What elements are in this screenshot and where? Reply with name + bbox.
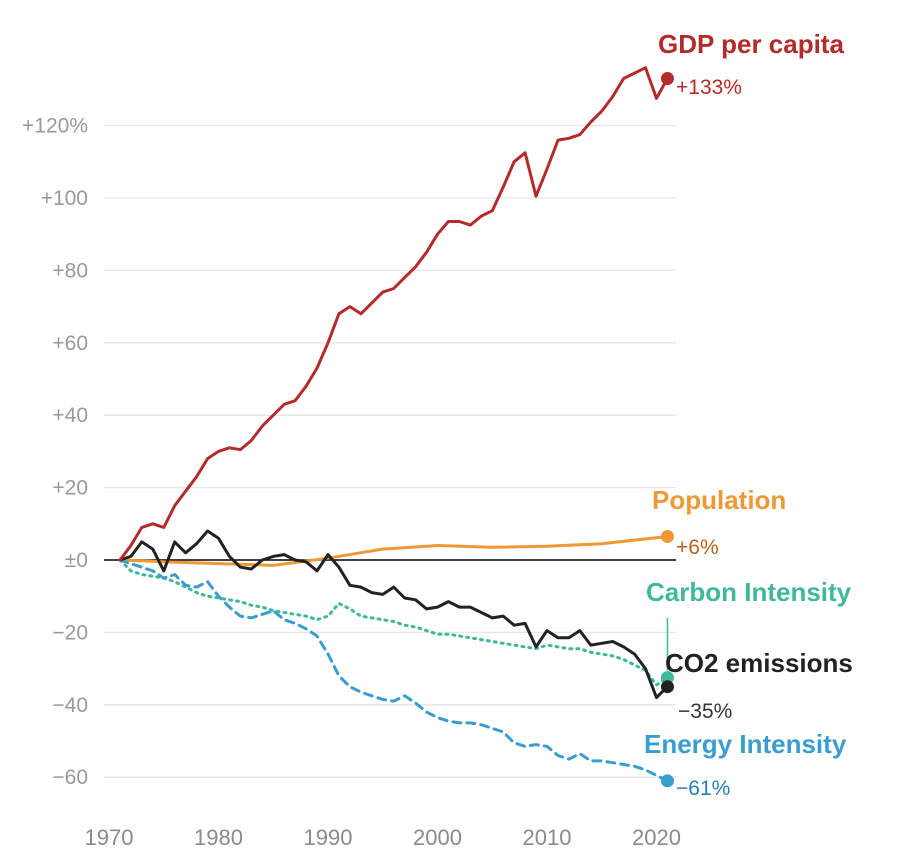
population-end-value: +6%	[676, 536, 719, 559]
x-tick-label: 2010	[523, 825, 572, 850]
y-tick-label: +120%	[22, 115, 88, 138]
y-tick-label: ±0	[65, 549, 88, 572]
y-tick-label: −40	[52, 694, 88, 717]
series-lines	[118, 66, 669, 783]
population-end-marker	[660, 529, 674, 543]
x-tick-label: 1990	[304, 825, 353, 850]
energy-end-marker	[660, 774, 674, 788]
carbon-line	[118, 558, 669, 687]
carbon-intensity-series-label: Carbon Intensity	[646, 577, 852, 607]
gdp-series-label: GDP per capita	[658, 29, 844, 59]
end-markers	[660, 72, 674, 788]
population-line	[118, 535, 669, 567]
y-tick-label: +60	[52, 332, 88, 355]
x-tick-label: 1970	[85, 825, 134, 850]
energy-line	[118, 558, 669, 783]
y-tick-label: +100	[41, 187, 88, 210]
y-tick-label: −20	[52, 621, 88, 644]
population-series-label: Population	[652, 485, 786, 515]
x-tick-label: 2020	[632, 825, 681, 850]
gridlines	[104, 124, 676, 778]
x-axis-ticks: 1970 1980 1990 2000 2010 2020	[85, 825, 681, 850]
y-axis-ticks: +120% +100 +80 +60 +40 +20 ±0 −20 −40 −60	[22, 115, 88, 790]
y-tick-label: +20	[52, 477, 88, 500]
gdp-end-marker	[660, 72, 674, 86]
y-tick-label: +80	[52, 259, 88, 282]
co2-series-label: CO2 emissions	[665, 648, 853, 678]
y-tick-label: −60	[52, 766, 88, 789]
co2-line	[118, 529, 669, 700]
co2-end-marker	[660, 680, 674, 694]
carbon-end-marker	[660, 671, 674, 685]
y-tick-label: +40	[52, 404, 88, 427]
gdp-line	[118, 66, 669, 562]
x-tick-label: 2000	[413, 825, 462, 850]
co2-end-value: −35%	[678, 700, 732, 723]
x-tick-label: 1980	[194, 825, 243, 850]
energy-intensity-series-label: Energy Intensity	[644, 729, 847, 759]
gdp-end-value: +133%	[676, 76, 742, 99]
energy-end-value: −61%	[676, 777, 730, 800]
